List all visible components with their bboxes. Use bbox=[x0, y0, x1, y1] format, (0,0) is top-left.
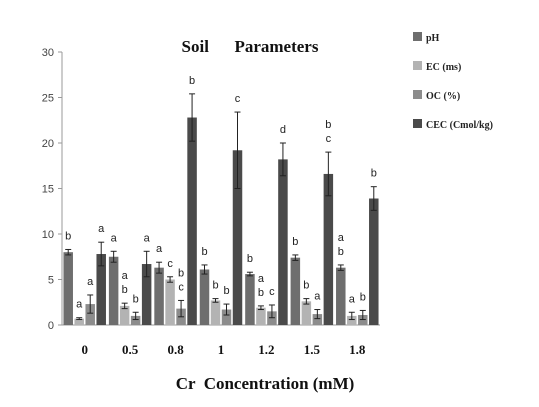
significance-letter: d bbox=[280, 124, 286, 136]
significance-letter: c bbox=[326, 133, 332, 145]
significance-letter: b bbox=[258, 287, 264, 299]
bar bbox=[301, 301, 312, 325]
bar bbox=[232, 150, 243, 325]
bar bbox=[165, 279, 175, 325]
legend-label: OC (%) bbox=[426, 91, 460, 102]
significance-letter: a bbox=[144, 232, 151, 244]
y-tick-label: 25 bbox=[42, 93, 54, 105]
significance-letter: b bbox=[133, 293, 139, 305]
y-tick-label: 10 bbox=[42, 229, 54, 241]
significance-letter: a bbox=[76, 299, 83, 311]
significance-letter: a bbox=[338, 232, 345, 244]
significance-letter: b bbox=[325, 119, 331, 131]
bar bbox=[347, 315, 357, 325]
significance-letter: a bbox=[111, 232, 118, 244]
y-tick-label: 5 bbox=[48, 275, 54, 287]
legend-swatch bbox=[413, 61, 422, 70]
bar bbox=[245, 274, 255, 325]
bars bbox=[63, 117, 379, 326]
significance-letter: b bbox=[223, 285, 229, 297]
error-bars bbox=[65, 93, 377, 321]
x-tick-label: 1.5 bbox=[304, 342, 321, 357]
bar bbox=[74, 318, 84, 325]
x-tick-label: 1 bbox=[218, 342, 225, 357]
bar bbox=[312, 314, 323, 325]
significance-letter: c bbox=[167, 258, 173, 270]
significance-letter: a bbox=[122, 270, 129, 282]
bar bbox=[369, 198, 379, 325]
bar bbox=[323, 173, 334, 325]
legend-label: CEC (Cmol/kg) bbox=[426, 120, 493, 131]
legend-label: EC (ms) bbox=[426, 62, 461, 73]
bar bbox=[119, 305, 130, 325]
x-tick-label: 0.8 bbox=[167, 342, 184, 357]
bar bbox=[187, 117, 197, 326]
bar bbox=[85, 304, 95, 325]
significance-letter: b bbox=[247, 253, 253, 265]
significance-letter: b bbox=[189, 75, 195, 87]
significance-letter: b bbox=[360, 291, 366, 303]
legend-swatch bbox=[413, 32, 422, 41]
bar bbox=[210, 300, 221, 325]
bar bbox=[199, 269, 210, 325]
bar bbox=[290, 257, 301, 325]
significance-letter: a bbox=[314, 291, 321, 303]
bar bbox=[154, 267, 164, 325]
significance-letter: b bbox=[371, 168, 377, 180]
significance-letter: a bbox=[258, 273, 265, 285]
bar bbox=[278, 159, 288, 325]
significance-letter: b bbox=[178, 267, 184, 279]
significance-letter: b bbox=[65, 230, 71, 242]
bar bbox=[96, 254, 106, 325]
axes: 0 5 10 15 20 25 30 0 0.5 0.8 1 1.2 1.5 1.8 bbox=[42, 47, 380, 357]
significance-letter: a bbox=[87, 276, 94, 288]
significance-letter: c bbox=[269, 286, 275, 298]
significance-letter: b bbox=[201, 246, 207, 258]
x-tick-label: 1.2 bbox=[258, 342, 274, 357]
bar bbox=[256, 307, 266, 325]
significance-letter: c bbox=[235, 93, 241, 105]
x-tick-label: 0 bbox=[81, 342, 88, 357]
significance-letter: a bbox=[349, 293, 356, 305]
significance-letter: b bbox=[122, 284, 128, 296]
bar bbox=[108, 256, 119, 325]
chart-title: Soil Parameters bbox=[182, 37, 319, 56]
significance-letter: a bbox=[98, 223, 105, 235]
legend-swatch bbox=[413, 90, 422, 99]
y-tick-label: 0 bbox=[48, 320, 54, 332]
y-tick-label: 15 bbox=[42, 184, 54, 196]
y-tick-label: 20 bbox=[42, 138, 54, 150]
x-axis-label: Cr Concentration (mM) bbox=[176, 374, 355, 393]
bar bbox=[130, 315, 141, 325]
significance-letter: b bbox=[338, 246, 344, 258]
significance-letter: a bbox=[156, 243, 163, 255]
bar bbox=[63, 252, 73, 325]
bar bbox=[221, 309, 232, 325]
significance-letter: b bbox=[303, 280, 309, 292]
bar bbox=[336, 267, 346, 325]
significance-letter: c bbox=[178, 281, 184, 293]
legend-swatch bbox=[413, 119, 422, 128]
significance-letter: b bbox=[292, 236, 298, 248]
legend-label: pH bbox=[426, 33, 440, 44]
x-tick-label: 1.8 bbox=[349, 342, 366, 357]
x-tick-label: 0.5 bbox=[122, 342, 139, 357]
bar bbox=[141, 264, 152, 325]
significance-letter: b bbox=[212, 280, 218, 292]
legend: pH EC (ms) OC (%) CEC (Cmol/kg) bbox=[413, 32, 493, 131]
y-tick-label: 30 bbox=[42, 47, 54, 59]
